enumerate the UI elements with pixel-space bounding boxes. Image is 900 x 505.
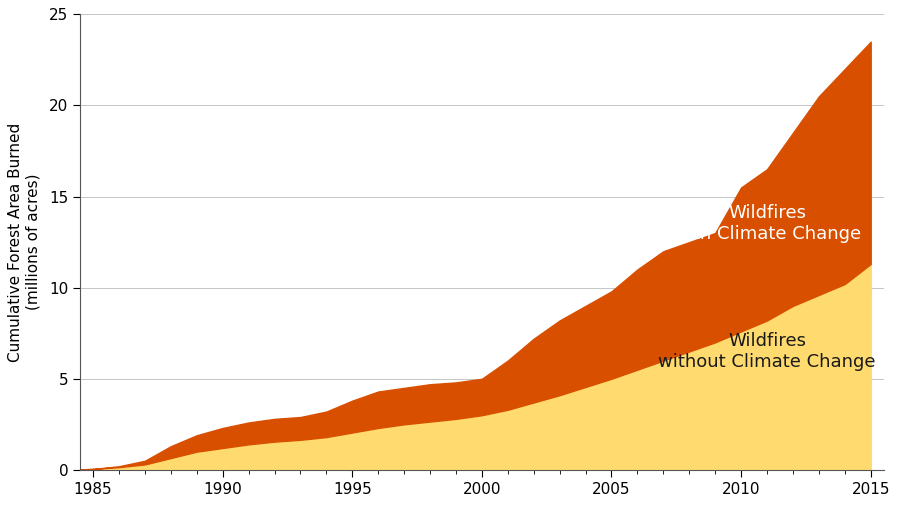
Y-axis label: Cumulative Forest Area Burned
(millions of acres): Cumulative Forest Area Burned (millions … — [8, 123, 40, 362]
Text: Wildfires
with Climate Change: Wildfires with Climate Change — [673, 205, 861, 243]
Text: Wildfires
without Climate Change: Wildfires without Climate Change — [658, 332, 876, 371]
